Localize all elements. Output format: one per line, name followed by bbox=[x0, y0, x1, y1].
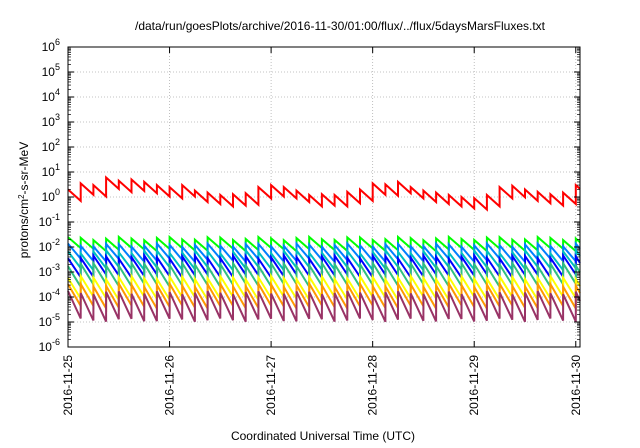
y-tick-label: 102 bbox=[42, 137, 60, 154]
y-axis-label-suffix: -s-sr-MeV bbox=[17, 142, 31, 195]
y-tick-label: 100 bbox=[42, 187, 60, 204]
y-tick-label: 103 bbox=[42, 112, 60, 129]
x-tick-label: 2016-11-27 bbox=[264, 355, 278, 416]
y-tick-label: 10-3 bbox=[39, 262, 60, 279]
y-axis-label-superscript: 2 bbox=[17, 194, 26, 199]
series-line-1 bbox=[67, 175, 581, 212]
x-axis-label: Coordinated Universal Time (UTC) bbox=[231, 429, 415, 443]
y-tick-label: 10-2 bbox=[39, 237, 60, 254]
y-axis-label: protons/cm2-s-sr-MeV bbox=[17, 142, 32, 258]
x-tick-label: 2016-11-30 bbox=[569, 355, 583, 416]
y-tick-label: 106 bbox=[42, 37, 60, 54]
y-tick-label: 105 bbox=[42, 62, 60, 79]
x-tick-label: 2016-11-25 bbox=[61, 355, 75, 416]
x-tick-label: 2016-11-29 bbox=[467, 355, 481, 416]
x-tick-label: 2016-11-26 bbox=[163, 355, 177, 416]
y-tick-label: 10-5 bbox=[39, 312, 60, 329]
x-tick-label: 2016-11-28 bbox=[366, 355, 380, 416]
y-tick-label: 10-4 bbox=[39, 287, 60, 304]
series-line-9 bbox=[67, 290, 581, 323]
y-tick-label: 10-6 bbox=[39, 337, 60, 354]
x-axis-ticks: 2016-11-25 2016-11-26 2016-11-27 2016-11-28… bbox=[61, 47, 583, 416]
y-tick-label: 10-1 bbox=[39, 212, 60, 229]
y-axis-label-main: protons/cm bbox=[17, 199, 31, 258]
y-tick-label: 104 bbox=[42, 87, 60, 104]
y-tick-label: 101 bbox=[42, 162, 60, 179]
series-lines bbox=[67, 175, 581, 323]
chart-title: /data/run/goesPlots/archive/2016-11-30/0… bbox=[135, 19, 546, 33]
